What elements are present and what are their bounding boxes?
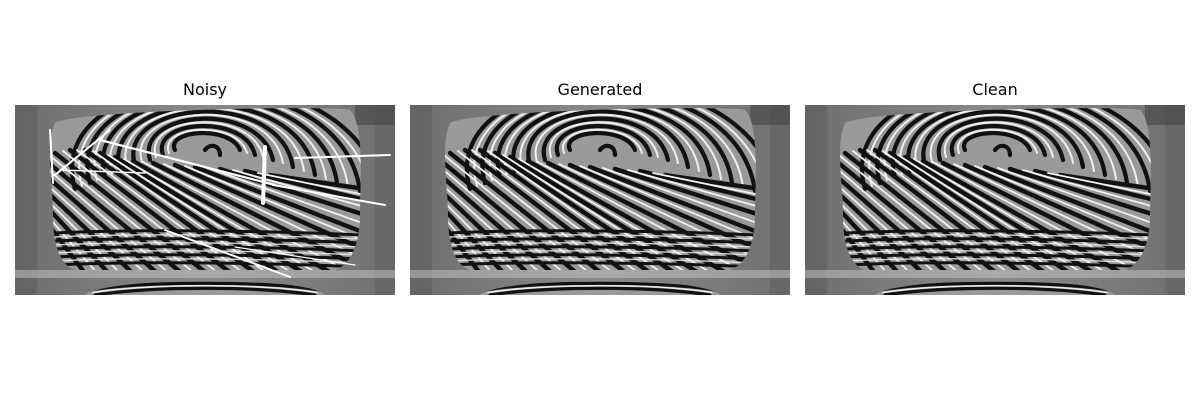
panel-title-generated: Generated xyxy=(557,80,643,99)
clean-fingerprint-image xyxy=(805,105,1185,295)
panel-title-clean: Clean xyxy=(972,80,1018,99)
panel-generated: Generated xyxy=(410,0,790,400)
noisy-fingerprint-image xyxy=(15,105,395,295)
panel-title-noisy: Noisy xyxy=(182,80,227,99)
generated-fingerprint-image xyxy=(410,105,790,295)
panel-noisy: Noisy xyxy=(15,0,395,400)
noise-strokes xyxy=(49,129,391,278)
panel-clean: Clean xyxy=(805,0,1185,400)
